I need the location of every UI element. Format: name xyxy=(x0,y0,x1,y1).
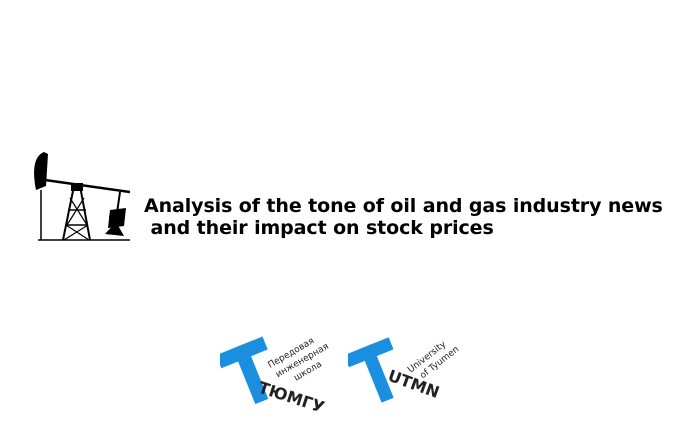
school-logo-name: ТЮМГУ xyxy=(256,378,327,417)
university-of-tyumen-logo: University of Tyumen UTMN xyxy=(348,337,461,403)
slide-title-line-2: and their impact on stock prices xyxy=(144,217,494,239)
logos-row: Передовая инженерная школа ТЮМГУ Univers… xyxy=(220,330,470,420)
title-block: Analysis of the tone of oil and gas indu… xyxy=(30,150,680,245)
advanced-engineering-school-logo: Передовая инженерная школа ТЮМГУ xyxy=(220,336,331,417)
slide-title: Analysis of the tone of oil and gas indu… xyxy=(144,195,684,239)
oil-pumpjack-icon xyxy=(34,152,131,241)
slide-title-line-1: Analysis of the tone of oil and gas indu… xyxy=(144,195,663,217)
